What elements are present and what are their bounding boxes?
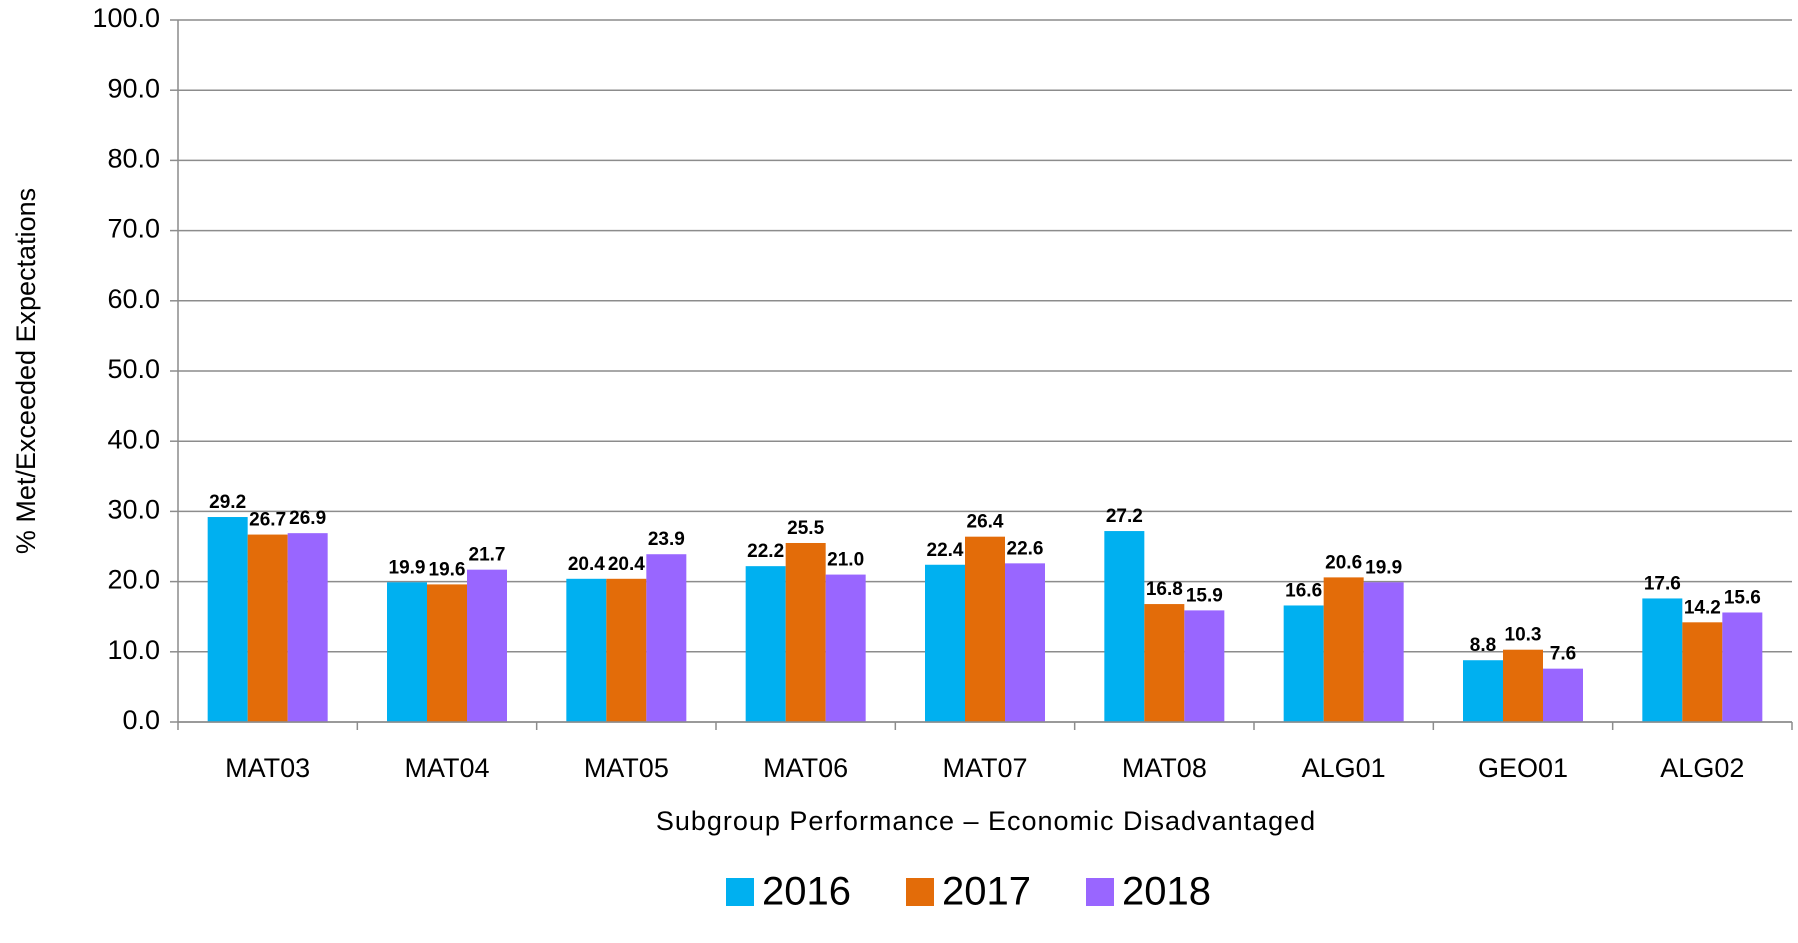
bar: [427, 584, 467, 722]
x-tick-label: GEO01: [1478, 753, 1568, 783]
bar: [1543, 668, 1583, 722]
bar: [646, 554, 687, 722]
data-label: 22.2: [747, 541, 784, 562]
legend-label: 2017: [942, 870, 1031, 914]
bar: [287, 533, 328, 722]
bar: [925, 564, 965, 722]
bar: [825, 574, 866, 722]
bar: [1144, 604, 1185, 722]
legend-swatch: [906, 878, 934, 906]
data-label: 29.2: [209, 492, 246, 513]
x-tick-label: ALG02: [1660, 753, 1744, 783]
bar: [387, 582, 427, 722]
data-label: 21.7: [469, 545, 506, 566]
bar: [1642, 598, 1683, 722]
data-label: 25.5: [787, 518, 824, 539]
bar: [965, 536, 1005, 722]
bar: [1682, 622, 1723, 722]
data-label: 26.9: [289, 508, 326, 529]
data-label: 20.6: [1325, 552, 1362, 573]
data-label: 27.2: [1106, 506, 1143, 527]
legend-swatch: [726, 878, 754, 906]
bar: [785, 542, 826, 722]
data-label: 26.7: [249, 510, 286, 531]
bar: [1363, 582, 1404, 722]
y-tick-label: 0.0: [122, 705, 160, 735]
bar: [1323, 577, 1364, 722]
data-label: 22.4: [927, 540, 964, 561]
x-tick-label: MAT07: [942, 753, 1027, 783]
bar: [745, 566, 786, 722]
data-label: 17.6: [1644, 573, 1681, 594]
x-tick-label: ALG01: [1302, 753, 1386, 783]
data-label: 19.9: [389, 557, 426, 578]
bar: [247, 534, 288, 722]
data-label: 7.6: [1550, 644, 1576, 665]
data-label: 14.2: [1684, 597, 1721, 618]
x-tick-label: MAT08: [1122, 753, 1207, 783]
data-label: 16.8: [1146, 579, 1183, 600]
data-label: 20.4: [608, 554, 645, 575]
bar: [1722, 612, 1763, 722]
data-label: 19.6: [429, 559, 466, 580]
bar: [1463, 660, 1503, 722]
bar: [1104, 531, 1145, 722]
data-label: 15.9: [1186, 585, 1223, 606]
legend-label: 2018: [1122, 870, 1211, 914]
data-label: 10.3: [1505, 625, 1542, 646]
bar: [1005, 563, 1045, 722]
bar: [207, 517, 248, 722]
data-label: 20.4: [568, 554, 605, 575]
legend-label: 2016: [762, 870, 851, 914]
y-tick-label: 50.0: [107, 354, 160, 384]
y-tick-label: 70.0: [107, 214, 160, 244]
y-tick-label: 90.0: [107, 73, 160, 103]
data-label: 19.9: [1365, 557, 1402, 578]
x-tick-label: MAT06: [763, 753, 848, 783]
bar: [1184, 610, 1225, 722]
data-label: 26.4: [967, 512, 1004, 533]
data-label: 21.0: [827, 550, 864, 571]
x-axis-title: Subgroup Performance – Economic Disadvan…: [656, 806, 1316, 836]
data-label: 8.8: [1470, 635, 1496, 656]
bar: [467, 569, 507, 722]
legend-swatch: [1086, 878, 1114, 906]
data-label: 23.9: [648, 529, 685, 550]
bar: [566, 578, 607, 722]
y-tick-label: 20.0: [107, 565, 160, 595]
data-label: 15.6: [1724, 588, 1761, 609]
data-label: 22.6: [1007, 538, 1044, 559]
y-tick-label: 100.0: [92, 3, 160, 33]
y-tick-label: 80.0: [107, 144, 160, 174]
bar: [1283, 605, 1324, 722]
x-tick-label: MAT03: [225, 753, 310, 783]
y-tick-label: 40.0: [107, 424, 160, 454]
bar: [606, 578, 647, 722]
y-axis-title: % Met/Exceeded Expectations: [11, 188, 41, 554]
y-tick-label: 60.0: [107, 284, 160, 314]
y-tick-label: 10.0: [107, 635, 160, 665]
y-tick-label: 30.0: [107, 495, 160, 525]
bar: [1503, 649, 1543, 722]
x-tick-label: MAT05: [584, 753, 669, 783]
x-tick-label: MAT04: [404, 753, 489, 783]
data-label: 16.6: [1285, 580, 1322, 601]
